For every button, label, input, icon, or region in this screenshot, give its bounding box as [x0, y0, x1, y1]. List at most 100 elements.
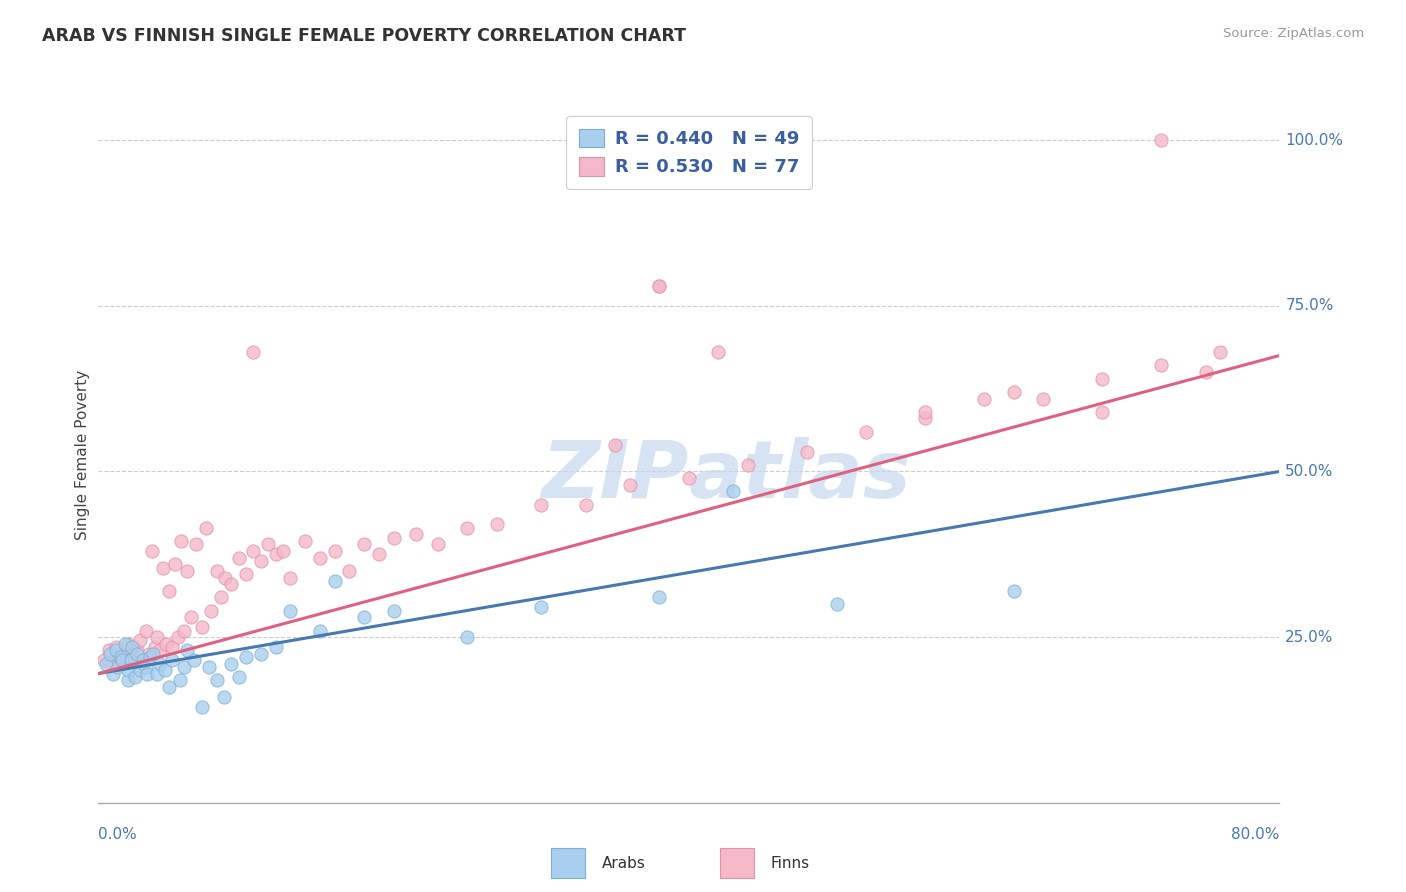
Text: 80.0%: 80.0%: [1232, 827, 1279, 841]
Point: [152, 560, 174, 574]
Point: [122, 650, 145, 665]
Point: [105, 643, 128, 657]
Point: [117, 663, 139, 677]
Point: [271, 544, 294, 558]
Point: [309, 550, 332, 565]
Point: [125, 643, 148, 657]
Point: [162, 640, 183, 654]
Point: [219, 657, 242, 671]
Point: [125, 647, 148, 661]
Point: [120, 653, 142, 667]
Point: [184, 537, 207, 551]
Point: [155, 637, 177, 651]
Point: [235, 567, 257, 582]
Point: [170, 534, 193, 549]
Legend: R = 0.440   N = 49, R = 0.530   N = 77: R = 0.440 N = 49, R = 0.530 N = 77: [567, 116, 811, 189]
Point: [135, 624, 157, 638]
Point: [132, 653, 155, 667]
Point: [242, 544, 264, 558]
Point: [278, 570, 302, 584]
Point: [167, 630, 190, 644]
Point: [128, 633, 150, 648]
Point: [214, 570, 236, 584]
Text: atlas: atlas: [689, 437, 911, 515]
Point: [1032, 392, 1054, 406]
Point: [530, 498, 553, 512]
Point: [114, 637, 136, 651]
Point: [486, 517, 509, 532]
Point: [353, 537, 375, 551]
Bar: [720, 848, 754, 878]
Point: [721, 484, 744, 499]
Point: [309, 624, 332, 638]
Point: [205, 673, 228, 688]
Text: ARAB VS FINNISH SINGLE FEMALE POVERTY CORRELATION CHART: ARAB VS FINNISH SINGLE FEMALE POVERTY CO…: [42, 27, 686, 45]
Text: Arabs: Arabs: [602, 855, 645, 871]
Point: [143, 640, 166, 654]
Point: [456, 630, 478, 644]
Text: 25.0%: 25.0%: [1285, 630, 1334, 645]
Point: [103, 666, 125, 681]
Point: [1209, 345, 1232, 359]
Point: [1002, 384, 1025, 399]
Point: [146, 630, 169, 644]
Point: [368, 547, 391, 561]
Point: [382, 604, 405, 618]
Point: [149, 643, 172, 657]
Point: [914, 405, 936, 419]
Point: [117, 673, 139, 688]
Point: [173, 624, 195, 638]
Point: [198, 660, 221, 674]
Point: [200, 604, 222, 618]
Point: [382, 531, 405, 545]
Point: [180, 610, 202, 624]
Point: [405, 527, 427, 541]
Point: [162, 653, 183, 667]
Point: [128, 663, 150, 677]
Point: [219, 577, 242, 591]
Point: [323, 574, 346, 588]
Point: [1150, 359, 1173, 373]
Point: [138, 647, 160, 661]
Point: [737, 458, 759, 472]
Point: [855, 425, 877, 439]
Point: [427, 537, 450, 551]
Point: [796, 444, 818, 458]
Point: [173, 660, 195, 674]
Text: 50.0%: 50.0%: [1285, 464, 1334, 479]
Point: [114, 653, 136, 667]
Point: [619, 477, 641, 491]
Point: [605, 438, 627, 452]
Point: [973, 392, 995, 406]
Point: [278, 604, 302, 618]
Point: [93, 653, 115, 667]
Point: [110, 650, 132, 665]
Point: [141, 544, 163, 558]
Point: [1150, 133, 1173, 147]
Point: [914, 411, 936, 425]
Point: [100, 657, 122, 671]
Point: [191, 699, 214, 714]
Point: [707, 345, 730, 359]
Point: [235, 650, 257, 665]
Point: [228, 670, 250, 684]
Point: [97, 643, 120, 657]
Point: [337, 564, 360, 578]
Bar: [551, 848, 585, 878]
Point: [108, 650, 131, 665]
Point: [294, 534, 316, 549]
Point: [191, 620, 214, 634]
Text: 100.0%: 100.0%: [1285, 133, 1343, 148]
Point: [157, 680, 180, 694]
Point: [117, 637, 139, 651]
Point: [98, 647, 121, 661]
Point: [530, 600, 553, 615]
Point: [264, 547, 287, 561]
Point: [250, 554, 273, 568]
Point: [111, 647, 134, 661]
Point: [228, 550, 250, 565]
Point: [165, 558, 187, 572]
Point: [146, 666, 169, 681]
Point: [648, 279, 671, 293]
Point: [153, 663, 176, 677]
